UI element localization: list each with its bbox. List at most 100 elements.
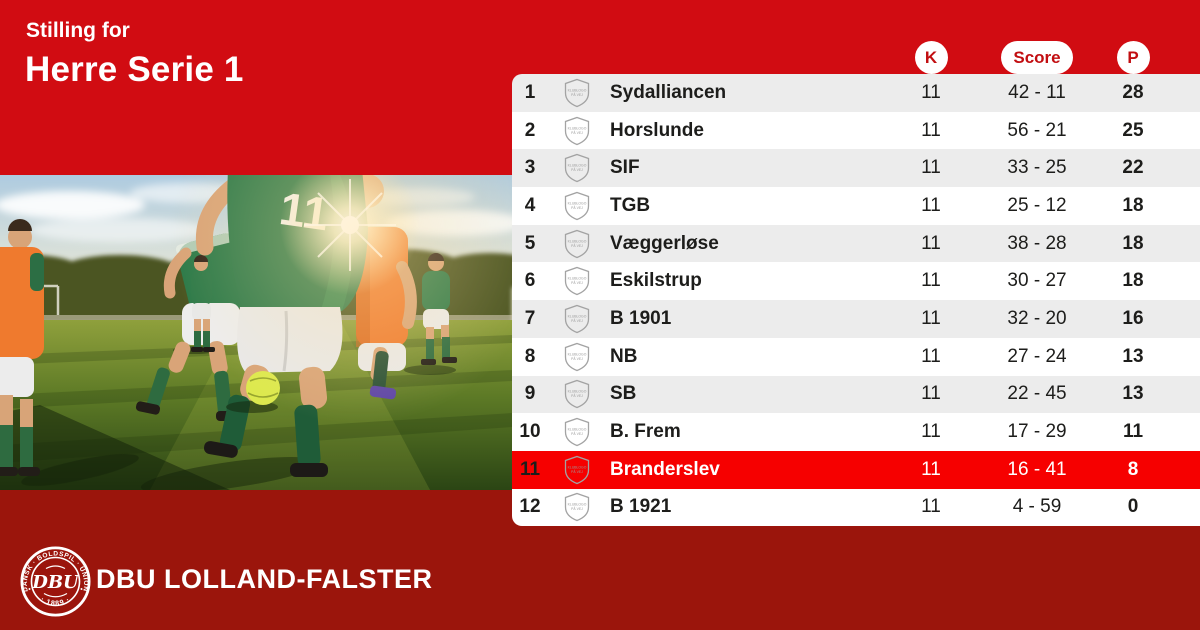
matches-cell: 11 <box>921 119 941 141</box>
club-badge-icon: KLUBLOGO PÅ VEJ <box>548 229 606 259</box>
points-cell: 13 <box>1122 383 1144 405</box>
matches-cell: 11 <box>921 81 941 103</box>
club-logo-placeholder-line1: KLUBLOGO <box>568 428 587 432</box>
table-row: 10 KLUBLOGO PÅ VEJ B. Frem 11 17 - 29 11 <box>512 413 1200 451</box>
matches-cell: 11 <box>921 496 941 518</box>
score-cell: 17 - 29 <box>1007 421 1067 443</box>
club-badge-icon: KLUBLOGO PÅ VEJ <box>548 492 606 522</box>
club-badge-icon: KLUBLOGO PÅ VEJ <box>548 191 606 221</box>
rank-cell: 8 <box>524 345 536 367</box>
club-logo-placeholder-line1: KLUBLOGO <box>568 503 587 507</box>
club-logo-placeholder-line2: PÅ VEJ <box>571 431 583 436</box>
column-header-k: K <box>914 41 948 74</box>
dbu-logo-arc-bottom: · 1889 · <box>39 595 71 608</box>
points-cell: 0 <box>1127 496 1139 518</box>
club-logo-placeholder-line2: PÅ VEJ <box>571 506 583 511</box>
team-name: NB <box>610 345 638 367</box>
rank-cell: 12 <box>519 496 541 518</box>
score-cell: 56 - 21 <box>1007 119 1067 141</box>
score-cell: 30 - 27 <box>1007 270 1067 292</box>
matches-cell: 11 <box>921 157 941 179</box>
score-cell: 22 - 45 <box>1007 383 1067 405</box>
table-row: 11 KLUBLOGO PÅ VEJ Branderslev 11 16 - 4… <box>512 450 1200 489</box>
club-logo-placeholder-line1: KLUBLOGO <box>568 88 587 92</box>
score-cell: 4 - 59 <box>1012 496 1062 518</box>
team-name: SIF <box>610 157 640 179</box>
club-logo-placeholder-line2: PÅ VEJ <box>571 130 583 135</box>
rank-cell: 11 <box>519 458 541 480</box>
points-cell: 22 <box>1122 157 1144 179</box>
table-row: 12 KLUBLOGO PÅ VEJ B 1921 11 4 - 59 0 <box>512 488 1200 527</box>
team-name: B 1921 <box>610 496 672 518</box>
points-cell: 13 <box>1122 345 1144 367</box>
points-cell: 28 <box>1122 81 1144 103</box>
points-cell: 11 <box>1122 421 1144 443</box>
team-name: TGB <box>610 194 651 216</box>
rank-cell: 7 <box>524 307 536 329</box>
player-left-orange-bib <box>0 219 44 476</box>
match-photo-illustration: 11 <box>0 175 512 490</box>
column-header-score: Score <box>1001 41 1073 74</box>
club-badge-icon: KLUBLOGO PÅ VEJ <box>548 379 606 409</box>
club-badge-icon: KLUBLOGO PÅ VEJ <box>548 116 606 146</box>
club-logo-placeholder-line2: PÅ VEJ <box>571 205 583 210</box>
team-name: Væggerløse <box>610 232 719 254</box>
club-badge-icon: KLUBLOGO PÅ VEJ <box>548 266 606 296</box>
rank-cell: 1 <box>524 81 536 103</box>
rank-cell: 10 <box>519 421 541 443</box>
matches-cell: 11 <box>921 345 941 367</box>
club-logo-placeholder-line1: KLUBLOGO <box>568 390 587 394</box>
club-badge-icon: KLUBLOGO PÅ VEJ <box>548 304 606 334</box>
org-name: DBU LOLLAND-FALSTER <box>96 564 433 594</box>
points-cell: 18 <box>1122 194 1144 216</box>
matches-cell: 11 <box>921 232 941 254</box>
club-badge-icon: KLUBLOGO PÅ VEJ <box>548 78 606 108</box>
club-badge-icon: KLUBLOGO PÅ VEJ <box>548 417 606 447</box>
score-cell: 42 - 11 <box>1008 81 1066 103</box>
match-photo: 11 <box>0 175 512 490</box>
club-logo-placeholder-line1: KLUBLOGO <box>568 277 587 281</box>
score-cell: 33 - 25 <box>1007 157 1067 179</box>
team-name: Horslunde <box>610 119 704 141</box>
matches-cell: 11 <box>921 194 941 216</box>
points-cell: 18 <box>1122 232 1144 254</box>
sun-flare <box>170 175 512 425</box>
table-row: 1 KLUBLOGO PÅ VEJ Sydalliancen 11 42 - 1… <box>512 74 1200 112</box>
page-title: Herre Serie 1 <box>25 50 244 89</box>
club-logo-placeholder-line1: KLUBLOGO <box>568 465 587 469</box>
club-logo-placeholder-line2: PÅ VEJ <box>571 92 583 97</box>
table-column-headers: K Score P <box>512 41 1200 74</box>
matches-cell: 11 <box>921 458 941 480</box>
club-logo-placeholder-line2: PÅ VEJ <box>571 167 583 172</box>
svg-text:· 1889 ·: · 1889 · <box>39 595 72 608</box>
matches-cell: 11 <box>921 307 941 329</box>
club-badge-icon: KLUBLOGO PÅ VEJ <box>548 455 606 485</box>
club-logo-placeholder-line1: KLUBLOGO <box>568 201 587 205</box>
table-row: 5 KLUBLOGO PÅ VEJ Væggerløse 11 38 - 28 … <box>512 224 1200 263</box>
score-cell: 27 - 24 <box>1007 345 1067 367</box>
team-name: B 1901 <box>610 307 672 329</box>
club-logo-placeholder-line1: KLUBLOGO <box>568 126 587 130</box>
dbu-logo: DANSK · BOLDSPIL · UNION · 1889 · DBU <box>20 546 91 617</box>
club-logo-placeholder-line1: KLUBLOGO <box>568 164 587 168</box>
table-row: 8 KLUBLOGO PÅ VEJ NB 11 27 - 24 13 <box>512 337 1200 376</box>
team-name: B. Frem <box>610 421 681 443</box>
rank-cell: 4 <box>524 194 536 216</box>
club-logo-placeholder-line2: PÅ VEJ <box>571 280 583 285</box>
column-header-p: P <box>1116 41 1150 74</box>
matches-cell: 11 <box>921 270 941 292</box>
table-row: 9 KLUBLOGO PÅ VEJ SB 11 22 - 45 13 <box>512 375 1200 414</box>
team-name: Sydalliancen <box>610 81 727 103</box>
points-cell: 16 <box>1122 307 1144 329</box>
rank-cell: 6 <box>524 270 536 292</box>
club-logo-placeholder-line1: KLUBLOGO <box>568 239 587 243</box>
score-cell: 38 - 28 <box>1007 232 1067 254</box>
score-cell: 16 - 41 <box>1007 458 1067 480</box>
club-logo-placeholder-line2: PÅ VEJ <box>571 469 583 474</box>
card-eyebrow: Stilling for <box>26 19 130 42</box>
club-logo-placeholder-line2: PÅ VEJ <box>571 318 583 323</box>
points-cell: 25 <box>1122 119 1144 141</box>
points-cell: 18 <box>1122 270 1144 292</box>
club-logo-placeholder-line1: KLUBLOGO <box>568 314 587 318</box>
